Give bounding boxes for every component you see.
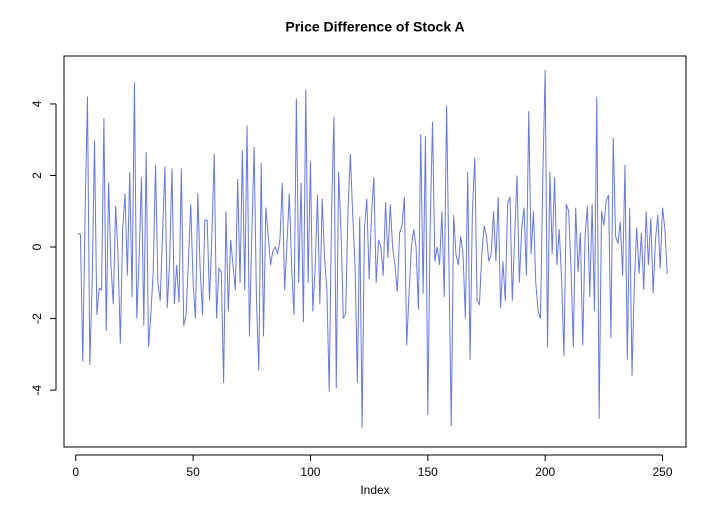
chart-title: Price Difference of Stock A: [285, 19, 464, 35]
y-tick-label: -2: [30, 313, 44, 324]
x-tick-label: 200: [535, 465, 555, 479]
plot-box: [63, 55, 687, 448]
x-tick-label: 100: [300, 465, 320, 479]
y-tick-label: 0: [30, 243, 44, 250]
x-tick-label: 250: [653, 465, 673, 479]
x-tick-label: 50: [186, 465, 200, 479]
data-line: [77, 69, 668, 428]
y-tick-label: 4: [30, 100, 44, 107]
y-tick-label: -4: [30, 384, 44, 395]
x-tick-label: 150: [418, 465, 438, 479]
x-axis-label: Index: [360, 483, 389, 497]
y-tick-label: 2: [30, 172, 44, 179]
x-tick-label: 0: [72, 465, 79, 479]
